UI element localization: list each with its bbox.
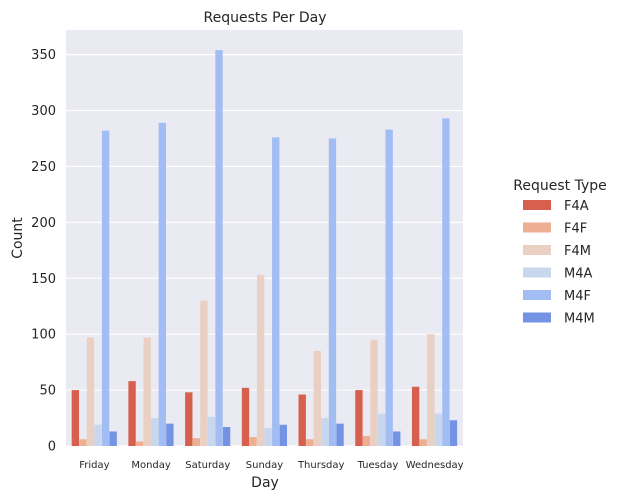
- bar-f4m-saturday: [200, 300, 208, 446]
- bar-m4m-saturday: [222, 426, 231, 446]
- legend-label-m4f: M4F: [564, 289, 591, 304]
- y-tick-label: 200: [31, 216, 56, 231]
- x-tick-label: Tuesday: [357, 460, 399, 471]
- legend-swatch-m4f: [523, 290, 551, 300]
- y-tick-label: 100: [31, 328, 56, 343]
- bar-f4a-saturday: [185, 392, 193, 446]
- y-tick-label: 300: [31, 104, 56, 119]
- chart-title: Requests Per Day: [203, 10, 326, 26]
- bar-f4m-tuesday: [370, 339, 378, 446]
- bars: [71, 50, 458, 447]
- bar-m4f-wednesday: [442, 118, 450, 446]
- x-axis-label: Day: [251, 475, 279, 491]
- bar-m4m-tuesday: [393, 431, 401, 446]
- y-tick-label: 350: [31, 48, 56, 63]
- bar-f4m-thursday: [313, 350, 322, 446]
- legend-label-f4m: F4M: [564, 244, 591, 259]
- bar-m4f-tuesday: [385, 129, 393, 446]
- bar-m4a-saturday: [207, 416, 216, 446]
- bar-f4a-monday: [128, 381, 136, 446]
- legend-label-f4a: F4A: [564, 199, 589, 214]
- x-tick-label: Wednesday: [406, 460, 464, 471]
- bar-f4a-sunday: [241, 387, 250, 446]
- x-tick-labels: Friday Monday Saturday Sunday Thursday Tuesda…: [79, 460, 463, 471]
- legend-label-m4m: M4M: [564, 312, 595, 327]
- y-tick-label: 50: [39, 384, 56, 399]
- bar-m4f-monday: [158, 122, 166, 447]
- bar-f4f-tuesday: [362, 435, 371, 446]
- bar-m4m-sunday: [279, 424, 287, 446]
- y-tick-labels: 0 50 100 150 200 250 300 350: [31, 48, 56, 454]
- bar-f4a-tuesday: [355, 390, 363, 446]
- bar-f4f-saturday: [192, 438, 201, 446]
- bar-m4a-thursday: [321, 418, 329, 446]
- bar-m4f-sunday: [272, 137, 280, 446]
- legend: Request Type F4A F4F F4M M4A M4F M4M: [513, 178, 606, 327]
- legend-swatch-f4f: [523, 222, 551, 233]
- plot-background: [66, 30, 463, 446]
- bar-f4m-sunday: [256, 274, 265, 446]
- bar-m4a-tuesday: [377, 413, 386, 446]
- bar-f4f-thursday: [306, 439, 314, 446]
- bar-f4a-wednesday: [411, 386, 420, 446]
- x-tick-label: Monday: [131, 460, 171, 471]
- bar-f4a-thursday: [298, 394, 306, 446]
- bar-m4f-friday: [101, 130, 110, 447]
- bar-f4f-wednesday: [419, 439, 427, 446]
- bar-f4f-monday: [135, 441, 144, 446]
- bar-f4a-friday: [71, 390, 80, 446]
- y-tick-label: 250: [31, 160, 56, 175]
- bar-m4m-monday: [166, 423, 174, 446]
- bar-m4m-thursday: [336, 423, 344, 446]
- bar-f4f-sunday: [249, 437, 257, 446]
- y-tick-label: 150: [31, 272, 56, 287]
- legend-title: Request Type: [513, 178, 606, 194]
- legend-label-m4a: M4A: [564, 267, 592, 282]
- bar-m4a-monday: [151, 418, 159, 446]
- bar-m4m-wednesday: [449, 420, 458, 446]
- bar-m4a-wednesday: [434, 413, 443, 446]
- x-tick-label: Friday: [79, 460, 109, 471]
- legend-swatch-m4m: [523, 312, 551, 323]
- bar-m4f-saturday: [215, 50, 223, 447]
- legend-label-f4f: F4F: [564, 222, 587, 237]
- y-axis-label: Count: [10, 217, 26, 259]
- bar-m4m-friday: [109, 431, 117, 446]
- legend-swatch-m4a: [523, 267, 551, 278]
- x-tick-label: Sunday: [246, 460, 283, 471]
- bar-m4f-thursday: [328, 138, 337, 446]
- bar-f4m-friday: [86, 337, 95, 446]
- x-tick-label: Thursday: [297, 460, 345, 471]
- y-tick-label: 0: [48, 440, 56, 455]
- bar-f4m-monday: [143, 337, 151, 446]
- bar-f4m-wednesday: [427, 334, 435, 446]
- bar-f4f-friday: [79, 439, 87, 446]
- bar-m4a-friday: [94, 424, 102, 446]
- legend-swatch-f4m: [523, 245, 551, 255]
- bar-m4a-sunday: [264, 428, 272, 446]
- x-tick-label: Saturday: [185, 460, 230, 471]
- legend-swatch-f4a: [523, 200, 551, 210]
